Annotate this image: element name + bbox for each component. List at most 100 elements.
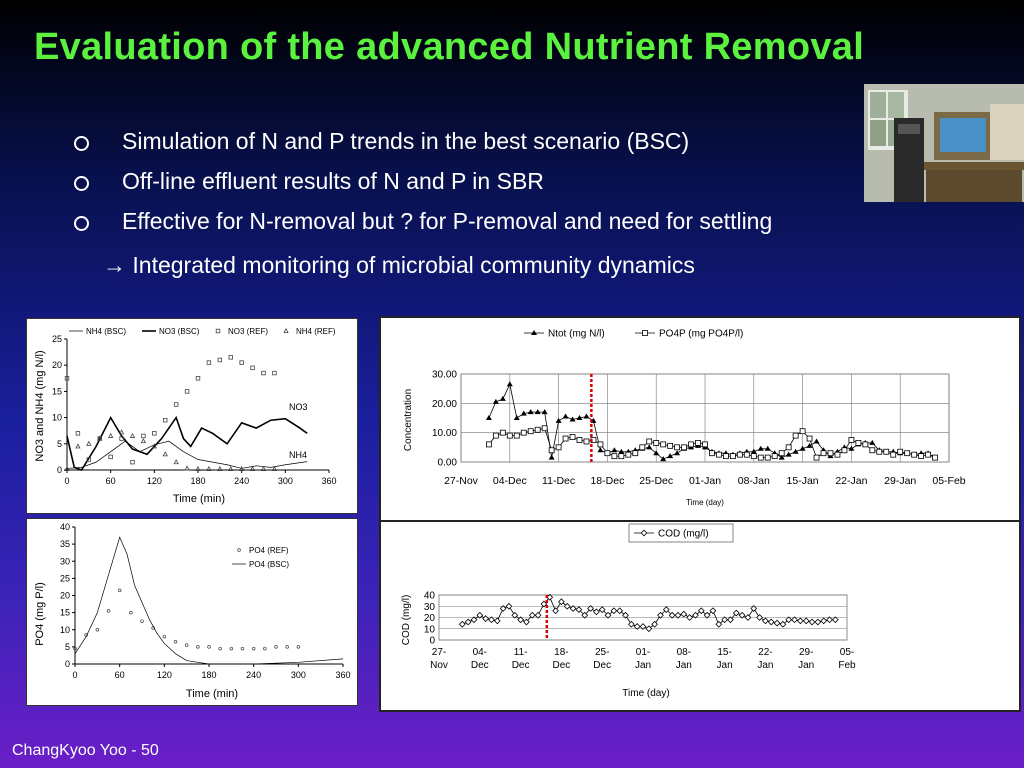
annotation-no3: NO3 <box>289 402 308 412</box>
data-point <box>767 618 775 626</box>
y-tick-label: 0 <box>429 636 435 647</box>
data-point <box>75 443 81 449</box>
data-point <box>646 438 653 445</box>
data-point <box>555 444 562 451</box>
data-point <box>806 435 813 442</box>
data-point <box>827 450 834 457</box>
data-point <box>674 444 681 451</box>
data-point <box>750 453 757 460</box>
x-tick-label: 25- <box>595 647 609 658</box>
data-point <box>604 611 612 619</box>
data-point <box>576 437 583 443</box>
data-point <box>492 432 499 439</box>
legend-label: NO3 (BSC) <box>159 327 200 336</box>
data-point <box>162 451 168 457</box>
data-point <box>604 450 611 457</box>
data-point <box>141 433 146 439</box>
data-point <box>534 426 541 433</box>
data-point <box>799 445 806 451</box>
data-point <box>757 445 764 451</box>
x-tick-label: 11-Dec <box>542 475 575 487</box>
data-point <box>633 623 641 630</box>
data-point <box>517 616 524 624</box>
x-tick-label: 240 <box>246 670 261 680</box>
legend-label: COD (mg/l) <box>658 529 709 540</box>
series-po4p-mg-po4p-l- <box>485 425 938 461</box>
sub-point: → Integrated monitoring of microbial com… <box>103 252 695 279</box>
data-point <box>744 614 752 621</box>
data-point <box>750 605 758 612</box>
data-point <box>520 410 527 416</box>
y-tick-label: 30.00 <box>432 370 457 381</box>
y-tick-label: 15 <box>60 608 70 618</box>
data-point <box>97 435 103 441</box>
x-tick-label: Dec <box>471 660 489 671</box>
data-point <box>130 459 135 465</box>
data-point <box>492 398 499 404</box>
data-point <box>721 616 728 624</box>
data-point <box>645 625 653 633</box>
y-tick-label: 10 <box>60 625 70 635</box>
data-point <box>569 416 576 422</box>
y-tick-label: 20 <box>52 360 62 370</box>
x-tick-label: 120 <box>147 476 162 486</box>
y-tick-label: 5 <box>65 642 70 652</box>
data-point <box>646 444 653 450</box>
x-axis-label: Time (day) <box>686 498 724 507</box>
data-point <box>64 465 70 471</box>
ntot-po4p-chart: Ntot (mg N/l) PO4P (mg PO4P/l) Concentrat… <box>403 324 966 507</box>
data-point <box>904 450 911 457</box>
data-point <box>686 614 693 621</box>
data-point <box>64 376 70 381</box>
data-point <box>653 450 660 456</box>
data-point <box>674 611 682 619</box>
data-point <box>736 451 743 458</box>
x-tick-label: 01- <box>636 647 650 658</box>
data-point <box>639 444 646 451</box>
y-tick-label: 10 <box>52 413 62 423</box>
x-tick-label: Feb <box>838 660 856 671</box>
data-point <box>651 620 659 628</box>
series-po4-ref- <box>73 588 301 651</box>
chart-legend: COD (mg/l) <box>628 523 734 543</box>
data-point <box>575 606 583 613</box>
data-point <box>520 429 527 436</box>
data-point <box>841 447 848 454</box>
data-point <box>528 611 536 619</box>
data-point <box>184 643 189 647</box>
data-point <box>697 607 705 615</box>
x-tick-label: 60 <box>106 476 116 486</box>
data-point <box>548 447 555 454</box>
data-point <box>848 437 855 443</box>
ntot-po4p-chart-panel: Ntot (mg N/l) PO4P (mg PO4P/l) Concentrat… <box>379 316 1021 524</box>
x-tick-label: 05-Feb <box>932 475 965 487</box>
data-point <box>108 432 114 438</box>
x-tick-label: 18-Dec <box>590 475 624 487</box>
data-point <box>897 448 904 455</box>
data-point <box>778 450 785 457</box>
data-point <box>184 389 190 394</box>
x-tick-label: 360 <box>321 476 336 486</box>
data-point <box>552 607 559 615</box>
data-point <box>653 440 660 446</box>
data-point <box>274 645 278 649</box>
x-tick-label: Jan <box>717 660 733 671</box>
data-point <box>680 610 688 618</box>
data-point <box>272 370 277 376</box>
data-point <box>296 645 301 649</box>
data-point <box>709 450 715 457</box>
x-tick-label: Dec <box>553 660 571 671</box>
data-point <box>764 454 771 461</box>
data-point <box>569 434 576 440</box>
bullet-item: Off-line effluent results of N and P in … <box>64 168 772 208</box>
y-axis-label: NO3 and NH4 (mg N/l) <box>34 350 46 461</box>
data-point <box>814 618 822 626</box>
y-tick-label: 25 <box>60 573 70 583</box>
p-simulation-chart: PO4 (REF) PO4 (BSC) PO4 (mg P/l) Time (mi… <box>34 522 351 700</box>
data-point <box>195 376 201 381</box>
y-tick-label: 10.00 <box>432 428 457 439</box>
x-tick-label: 15-Jan <box>787 475 819 487</box>
slide-title: Evaluation of the advanced Nutrient Remo… <box>34 26 865 68</box>
data-point <box>756 614 763 621</box>
data-point <box>228 355 233 360</box>
